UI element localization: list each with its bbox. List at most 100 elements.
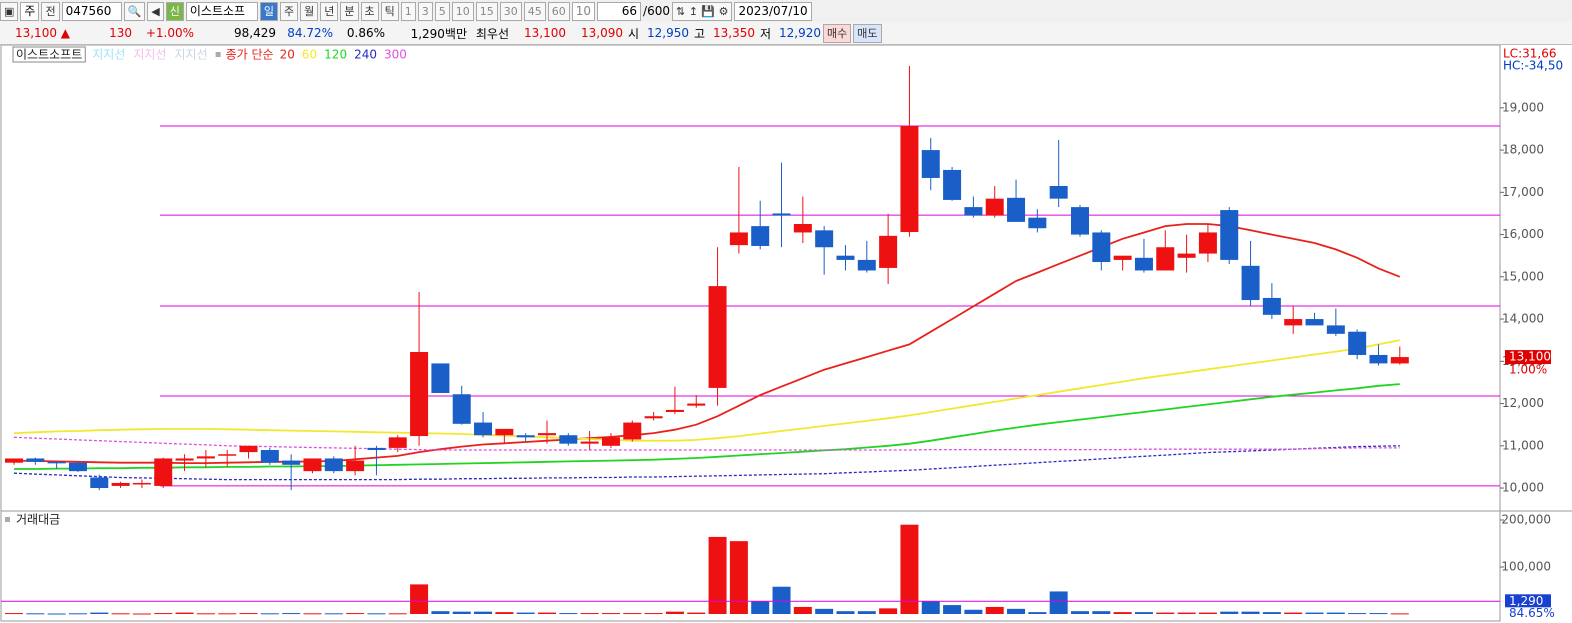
candle-body xyxy=(388,437,407,448)
candle-body xyxy=(154,458,173,486)
volume-title: 거래대금 xyxy=(16,513,60,527)
candle-body xyxy=(324,458,343,472)
volume-ratio-label: 84.65% xyxy=(1509,606,1555,620)
period-button[interactable]: 초 xyxy=(360,1,379,21)
code-input[interactable]: 047560 xyxy=(61,1,122,21)
volume-bar xyxy=(90,612,109,614)
volume-bar xyxy=(495,612,514,614)
volume-bar xyxy=(836,611,855,614)
volume-bar xyxy=(47,613,66,615)
search-icon[interactable]: 🔍 xyxy=(123,1,146,21)
candle-body xyxy=(1071,207,1089,235)
candle-body xyxy=(495,428,514,436)
volume-bar xyxy=(943,605,962,614)
volume-last-label: 1,290 xyxy=(1509,594,1543,608)
candle-body xyxy=(900,125,919,233)
volume-bar xyxy=(1113,612,1132,614)
date-input[interactable]: 2023/07/10 xyxy=(734,1,812,21)
layout-icon[interactable]: ▣ xyxy=(0,1,19,21)
period-button[interactable]: 년 xyxy=(320,1,339,21)
new-badge: 신 xyxy=(165,1,184,21)
candle-body xyxy=(218,454,237,456)
candle-body xyxy=(1156,247,1175,271)
volume-bar xyxy=(559,613,578,615)
candle-body xyxy=(367,447,386,451)
candle-body xyxy=(729,232,748,246)
volume-bar xyxy=(1305,612,1324,614)
volume-bar xyxy=(1220,611,1239,614)
interval-button[interactable]: 3 xyxy=(417,1,433,21)
candle-body xyxy=(68,462,87,472)
candle-body xyxy=(175,458,194,461)
interval-button[interactable]: 15 xyxy=(475,1,498,21)
volume-bar xyxy=(196,613,215,615)
interval-button[interactable]: 30 xyxy=(499,1,522,21)
volume-bar xyxy=(985,606,1004,614)
candle-body xyxy=(516,435,535,438)
candle-body xyxy=(282,460,301,465)
volume-bar xyxy=(154,613,173,615)
y-tick-label: 19,000 xyxy=(1502,100,1544,114)
volume-bar xyxy=(1326,612,1345,614)
volume-bar xyxy=(68,613,87,615)
interval-button[interactable]: 45 xyxy=(523,1,546,21)
interval-button[interactable]: 10 xyxy=(451,1,474,21)
frame xyxy=(0,45,1501,622)
volume-bar xyxy=(516,612,535,614)
volume-bar xyxy=(410,584,429,614)
y-tick-label: 100,000 xyxy=(1501,559,1551,573)
quote-price: 13,100 ▲ xyxy=(14,26,70,40)
period-button[interactable]: 틱 xyxy=(380,1,399,21)
volume-bar xyxy=(1134,612,1153,614)
quote-high: 13,350 xyxy=(713,26,755,40)
period-button[interactable]: 주 xyxy=(280,1,299,21)
volume-bar xyxy=(431,611,450,614)
volume-bar xyxy=(793,606,812,614)
volume-bar xyxy=(665,611,684,614)
count-input[interactable]: 66 xyxy=(597,1,642,21)
legend-ma: 120 xyxy=(324,48,347,62)
period-button[interactable]: 분 xyxy=(340,1,359,21)
candle-body xyxy=(751,226,770,246)
sound-icon[interactable]: ◀ xyxy=(147,1,164,21)
candle-body xyxy=(111,482,130,486)
prev-button[interactable]: 전 xyxy=(41,1,60,21)
quote-turnover: 0.86% xyxy=(346,26,385,40)
candle-body xyxy=(1348,331,1367,355)
volume-bar xyxy=(1156,612,1175,614)
period-select[interactable]: 주 xyxy=(20,1,40,21)
volume-bar xyxy=(1028,612,1047,614)
chart: 10,00011,00012,00013,00014,00015,00016,0… xyxy=(0,45,1572,622)
volume-bar xyxy=(1177,612,1196,614)
quote-best-label: 최우선 xyxy=(475,26,509,41)
volume-bar xyxy=(687,612,706,614)
interval-button[interactable]: 1 xyxy=(400,1,416,21)
candle-body xyxy=(431,363,450,393)
volume-bar xyxy=(921,601,940,614)
interval-button[interactable]: 5 xyxy=(434,1,450,21)
buy-button[interactable]: 매수 xyxy=(823,23,852,43)
y-tick-label: 11,000 xyxy=(1502,438,1544,452)
candle-body xyxy=(239,445,258,453)
y-tick-label: 15,000 xyxy=(1502,269,1544,283)
volume-bar xyxy=(601,613,620,615)
quote-open-label: 시 xyxy=(627,26,639,41)
custom-interval[interactable]: 10 xyxy=(571,1,596,21)
interval-button[interactable]: 60 xyxy=(547,1,570,21)
last-price-label: 13,100 xyxy=(1509,350,1551,364)
sell-button[interactable]: 매도 xyxy=(853,23,882,43)
period-button[interactable]: 일 xyxy=(259,1,278,21)
candle-body xyxy=(623,422,642,440)
y-tick-label: 200,000 xyxy=(1501,512,1551,526)
quote-high-label: 고 xyxy=(693,26,705,41)
candle-body xyxy=(601,437,620,446)
period-button[interactable]: 월 xyxy=(300,1,319,21)
candle-body xyxy=(665,409,684,412)
candle-body xyxy=(708,286,727,388)
candle-body xyxy=(1177,253,1196,258)
y-tick-label: 17,000 xyxy=(1502,185,1544,199)
volume-bar xyxy=(367,613,386,615)
moving-average xyxy=(14,383,1400,470)
tool-icons[interactable]: ⇅ ↥ 💾 ⚙ xyxy=(671,1,733,21)
